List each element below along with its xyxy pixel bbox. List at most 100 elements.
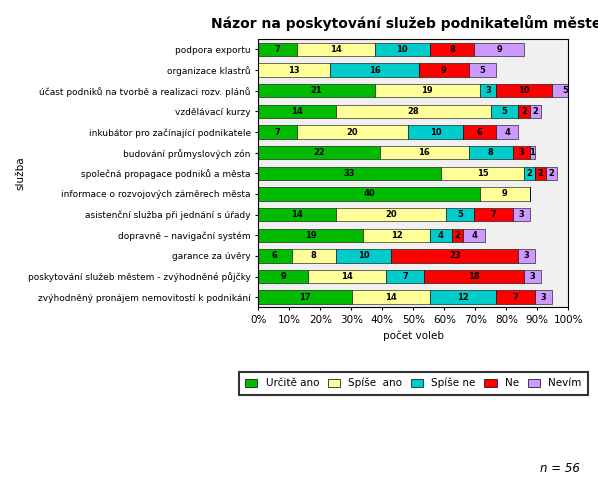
Text: 8: 8 xyxy=(449,45,455,54)
Text: 12: 12 xyxy=(457,293,469,301)
Text: 9: 9 xyxy=(496,45,502,54)
Text: 7: 7 xyxy=(513,293,518,301)
Text: 2: 2 xyxy=(454,231,460,240)
Bar xyxy=(380,146,469,159)
Text: 2: 2 xyxy=(532,107,538,116)
Bar xyxy=(463,228,485,242)
Bar xyxy=(518,249,535,263)
Bar xyxy=(386,270,425,283)
Bar xyxy=(491,105,518,118)
Bar xyxy=(258,249,291,263)
Text: 5: 5 xyxy=(502,107,508,116)
Bar xyxy=(364,228,430,242)
Bar xyxy=(419,63,469,77)
Bar xyxy=(258,43,297,56)
Bar xyxy=(391,249,518,263)
Bar xyxy=(408,125,463,139)
Bar xyxy=(352,290,430,304)
Bar xyxy=(430,228,452,242)
Text: 7: 7 xyxy=(275,45,280,54)
Bar xyxy=(524,270,541,283)
Text: 14: 14 xyxy=(330,45,341,54)
Text: 2: 2 xyxy=(538,169,544,178)
Text: 2: 2 xyxy=(549,169,554,178)
Bar xyxy=(441,167,524,180)
Bar xyxy=(463,125,496,139)
Text: 18: 18 xyxy=(468,272,480,281)
Bar xyxy=(518,105,529,118)
Text: 40: 40 xyxy=(363,190,375,198)
Text: 8: 8 xyxy=(311,252,316,260)
Bar xyxy=(430,290,496,304)
Text: 21: 21 xyxy=(310,86,322,95)
Bar xyxy=(469,146,513,159)
Bar xyxy=(529,146,535,159)
Text: 22: 22 xyxy=(313,148,325,157)
Text: 28: 28 xyxy=(407,107,419,116)
Text: 20: 20 xyxy=(385,210,397,219)
Bar xyxy=(258,270,308,283)
Text: 14: 14 xyxy=(341,272,353,281)
Text: 7: 7 xyxy=(490,210,496,219)
Text: 19: 19 xyxy=(305,231,317,240)
Text: 20: 20 xyxy=(347,128,358,136)
Bar xyxy=(336,249,391,263)
Title: Názor na poskytování služeb podnikatelům městem: Názor na poskytování služeb podnikatelům… xyxy=(211,15,598,31)
Bar xyxy=(336,208,447,221)
Bar xyxy=(258,228,364,242)
Text: 9: 9 xyxy=(502,190,508,198)
Bar xyxy=(480,84,496,97)
Bar xyxy=(258,208,336,221)
Bar xyxy=(258,84,374,97)
Bar xyxy=(551,84,579,97)
Text: 4: 4 xyxy=(438,231,444,240)
Text: 14: 14 xyxy=(385,293,397,301)
Text: 7: 7 xyxy=(275,128,280,136)
Bar xyxy=(496,84,551,97)
Text: 12: 12 xyxy=(390,231,402,240)
Text: 16: 16 xyxy=(368,66,380,74)
Text: 10: 10 xyxy=(518,86,530,95)
Bar xyxy=(308,270,386,283)
Text: 6: 6 xyxy=(272,252,278,260)
Bar xyxy=(469,63,496,77)
Text: 14: 14 xyxy=(291,107,303,116)
Bar xyxy=(425,270,524,283)
Text: 9: 9 xyxy=(441,66,447,74)
Text: 17: 17 xyxy=(300,293,311,301)
Bar xyxy=(430,43,474,56)
Bar xyxy=(524,167,535,180)
Text: 23: 23 xyxy=(449,252,460,260)
Bar xyxy=(535,167,546,180)
Text: 19: 19 xyxy=(422,86,433,95)
Text: 3: 3 xyxy=(524,252,530,260)
Text: 10: 10 xyxy=(429,128,441,136)
Text: 3: 3 xyxy=(485,86,491,95)
Text: 1: 1 xyxy=(529,148,535,157)
Bar xyxy=(496,290,535,304)
Legend: Určitě ano, Spíše  ano, Spíše ne, Ne, Nevím: Určitě ano, Spíše ano, Spíše ne, Ne, Nev… xyxy=(239,372,588,395)
Text: 15: 15 xyxy=(477,169,489,178)
Text: 3: 3 xyxy=(529,272,535,281)
Bar xyxy=(529,105,541,118)
Bar xyxy=(330,63,419,77)
Bar xyxy=(374,43,430,56)
Bar xyxy=(297,125,408,139)
Bar xyxy=(513,146,529,159)
Text: 14: 14 xyxy=(291,210,303,219)
Text: 4: 4 xyxy=(505,128,510,136)
Y-axis label: služba: služba xyxy=(15,156,25,190)
Text: 10: 10 xyxy=(358,252,370,260)
Text: 2: 2 xyxy=(527,169,532,178)
Text: 5: 5 xyxy=(480,66,486,74)
Bar xyxy=(452,228,463,242)
Text: 33: 33 xyxy=(344,169,355,178)
Bar xyxy=(535,290,551,304)
Bar xyxy=(480,187,529,201)
Bar xyxy=(336,105,491,118)
Bar xyxy=(291,249,336,263)
Bar xyxy=(374,84,480,97)
Text: 4: 4 xyxy=(471,231,477,240)
Bar xyxy=(258,105,336,118)
X-axis label: počet voleb: počet voleb xyxy=(383,331,444,341)
